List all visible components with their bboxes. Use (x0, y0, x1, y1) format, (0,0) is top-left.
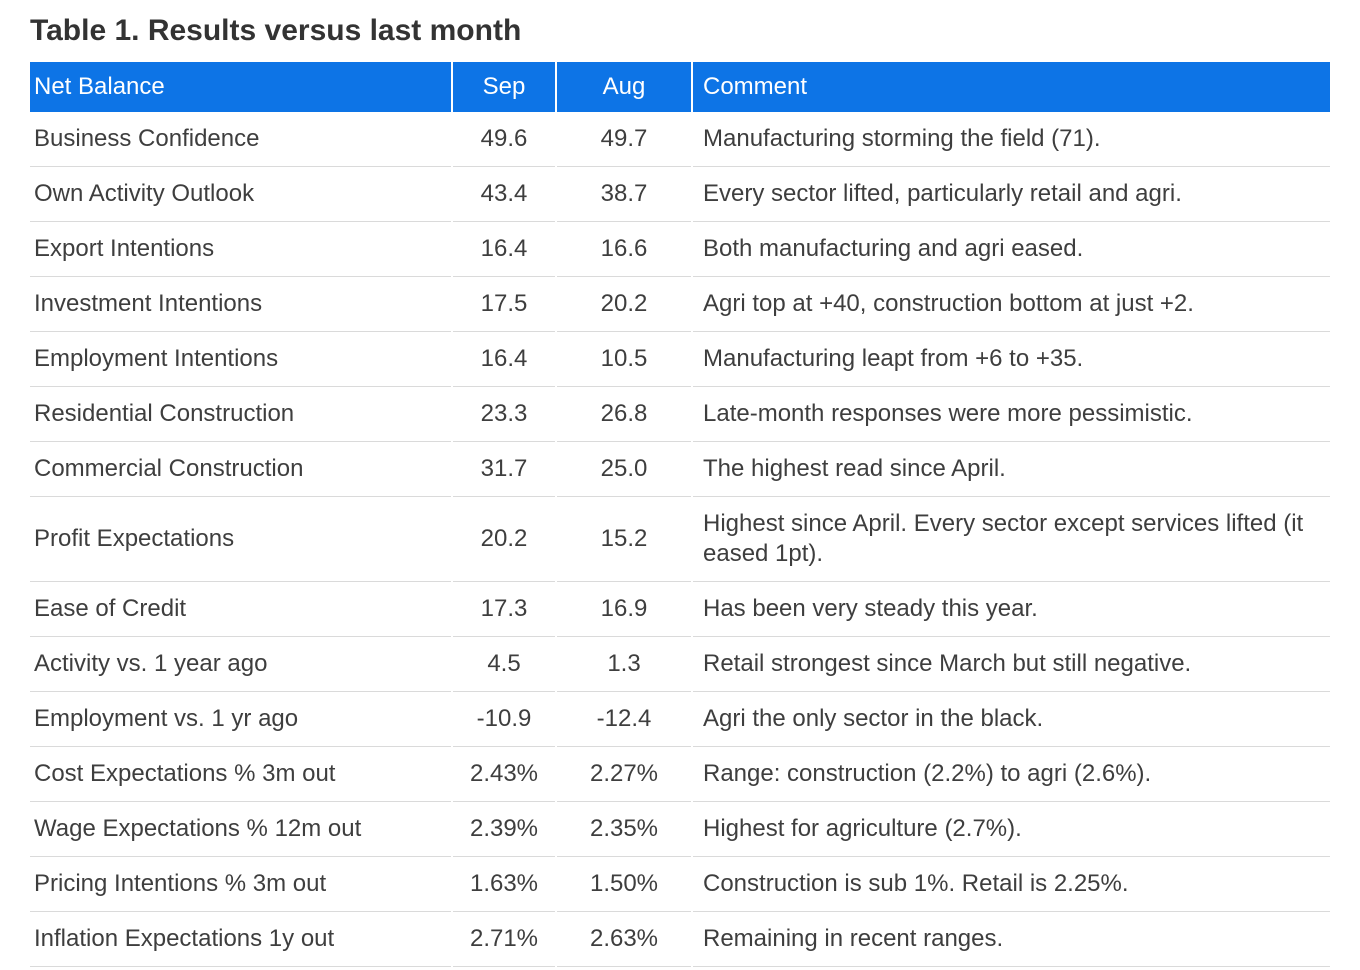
cell-sep-value: 17.3 (453, 582, 555, 637)
cell-aug-value: 15.2 (557, 497, 691, 582)
table-row: Investment Intentions 17.5 20.2 Agri top at… (30, 277, 1330, 332)
cell-comment: Agri top at +40, construction bottom at … (693, 277, 1330, 332)
cell-sep-value: 2.39% (453, 802, 555, 857)
cell-comment: Late-month responses were more pessimist… (693, 387, 1330, 442)
cell-comment: Retail strongest since March but still n… (693, 637, 1330, 692)
table-row: Pricing Intentions % 3m out 1.63% 1.50% Con… (30, 857, 1330, 912)
cell-sep-value: 31.7 (453, 442, 555, 497)
table-row: Employment Intentions 16.4 10.5 Manufacturi… (30, 332, 1330, 387)
cell-label: Activity vs. 1 year ago (30, 637, 451, 692)
header-row: Net Balance Sep Aug Comment (30, 62, 1330, 112)
header-net-balance: Net Balance (30, 62, 451, 112)
cell-sep-value: 1.63% (453, 857, 555, 912)
table-row: Employment vs. 1 yr ago -10.9 -12.4 Agri th… (30, 692, 1330, 747)
table-row: Own Activity Outlook 43.4 38.7 Every sector… (30, 167, 1330, 222)
cell-aug-value: 2.35% (557, 802, 691, 857)
cell-sep-value: 17.5 (453, 277, 555, 332)
cell-comment: Has been very steady this year. (693, 582, 1330, 637)
table-row: Activity vs. 1 year ago 4.5 1.3 Retail stro… (30, 637, 1330, 692)
cell-comment: Agri the only sector in the black. (693, 692, 1330, 747)
cell-label: Inflation Expectations 1y out (30, 912, 451, 967)
cell-aug-value: 38.7 (557, 167, 691, 222)
cell-sep-value: 16.4 (453, 332, 555, 387)
table-row: Residential Construction 23.3 26.8 Late-mon… (30, 387, 1330, 442)
cell-aug-value: -12.4 (557, 692, 691, 747)
cell-aug-value: 2.27% (557, 747, 691, 802)
table-row: Cost Expectations % 3m out 2.43% 2.27% Rang… (30, 747, 1330, 802)
cell-sep-value: 2.71% (453, 912, 555, 967)
cell-label: Pricing Intentions % 3m out (30, 857, 451, 912)
cell-aug-value: 1.50% (557, 857, 691, 912)
table-row: Wage Expectations % 12m out 2.39% 2.35% Hig… (30, 802, 1330, 857)
table-row: Ease of Credit 17.3 16.9 Has been very stea… (30, 582, 1330, 637)
cell-aug-value: 16.6 (557, 222, 691, 277)
cell-aug-value: 49.7 (557, 112, 691, 167)
cell-aug-value: 25.0 (557, 442, 691, 497)
cell-aug-value: 20.2 (557, 277, 691, 332)
table-row: Export Intentions 16.4 16.6 Both manufactur… (30, 222, 1330, 277)
cell-aug-value: 26.8 (557, 387, 691, 442)
cell-aug-value: 1.3 (557, 637, 691, 692)
cell-label: Cost Expectations % 3m out (30, 747, 451, 802)
cell-sep-value: -10.9 (453, 692, 555, 747)
cell-comment: Remaining in recent ranges. (693, 912, 1330, 967)
table-row: Commercial Construction 31.7 25.0 The highe… (30, 442, 1330, 497)
cell-comment: Highest for agriculture (2.7%). (693, 802, 1330, 857)
cell-comment: Manufacturing storming the field (71). (693, 112, 1330, 167)
cell-sep-value: 20.2 (453, 497, 555, 582)
table-row: Inflation Expectations 1y out 2.71% 2.63% R… (30, 912, 1330, 967)
cell-label: Investment Intentions (30, 277, 451, 332)
cell-label: Own Activity Outlook (30, 167, 451, 222)
cell-aug-value: 16.9 (557, 582, 691, 637)
cell-comment: Both manufacturing and agri eased. (693, 222, 1330, 277)
results-table: Net Balance Sep Aug Comment Business Con… (28, 62, 1332, 967)
cell-label: Residential Construction (30, 387, 451, 442)
cell-label: Business Confidence (30, 112, 451, 167)
header-aug: Aug (557, 62, 691, 112)
cell-label: Wage Expectations % 12m out (30, 802, 451, 857)
cell-sep-value: 4.5 (453, 637, 555, 692)
cell-label: Employment vs. 1 yr ago (30, 692, 451, 747)
table-row: Profit Expectations 20.2 15.2 Highest since… (30, 497, 1330, 582)
table-title: Table 1. Results versus last month (30, 14, 522, 47)
cell-comment: Manufacturing leapt from +6 to +35. (693, 332, 1330, 387)
cell-comment: The highest read since April. (693, 442, 1330, 497)
cell-comment: Construction is sub 1%. Retail is 2.25%. (693, 857, 1330, 912)
cell-comment: Every sector lifted, particularly retail… (693, 167, 1330, 222)
cell-sep-value: 43.4 (453, 167, 555, 222)
cell-label: Commercial Construction (30, 442, 451, 497)
cell-aug-value: 2.63% (557, 912, 691, 967)
cell-sep-value: 16.4 (453, 222, 555, 277)
cell-aug-value: 10.5 (557, 332, 691, 387)
cell-label: Ease of Credit (30, 582, 451, 637)
cell-sep-value: 49.6 (453, 112, 555, 167)
cell-comment: Range: construction (2.2%) to agri (2.6%… (693, 747, 1330, 802)
header-comment: Comment (693, 62, 1330, 112)
cell-comment: Highest since April. Every sector except… (693, 497, 1330, 582)
cell-label: Employment Intentions (30, 332, 451, 387)
header-sep: Sep (453, 62, 555, 112)
cell-sep-value: 2.43% (453, 747, 555, 802)
table-row: Business Confidence 49.6 49.7 Manufacturing… (30, 112, 1330, 167)
cell-sep-value: 23.3 (453, 387, 555, 442)
table-body: Business Confidence 49.6 49.7 Manufacturing… (30, 112, 1330, 967)
cell-label: Profit Expectations (30, 497, 451, 582)
cell-label: Export Intentions (30, 222, 451, 277)
table-header: Net Balance Sep Aug Comment (30, 62, 1330, 112)
